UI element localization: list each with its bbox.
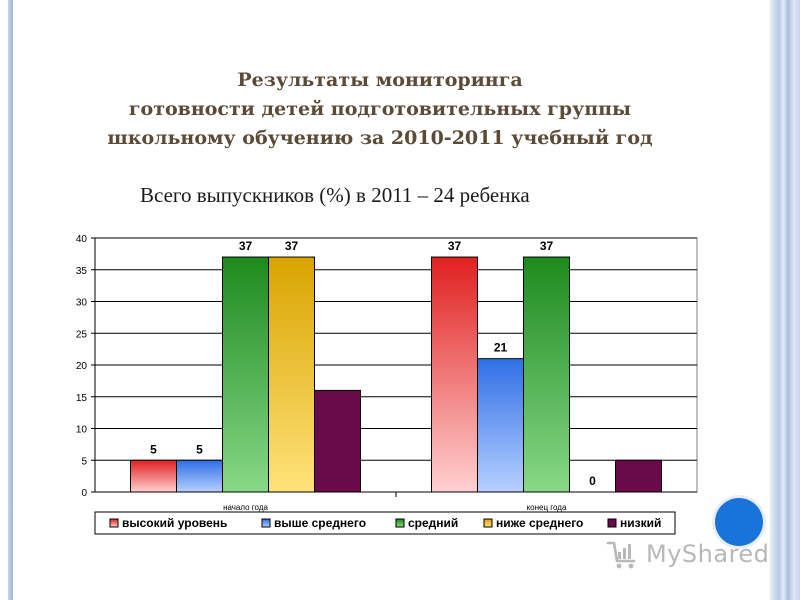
y-tick-label: 5: [81, 456, 87, 467]
legend-swatch: [395, 518, 405, 528]
bar: [176, 459, 223, 493]
chart-bars: [130, 256, 662, 493]
legend-entry: высокий уровень: [122, 516, 227, 530]
legend-swatch: [607, 518, 617, 528]
data-label: 37: [540, 239, 554, 253]
y-tick-label: 15: [76, 393, 88, 404]
logo-text: MyShared: [646, 540, 770, 568]
bar: [130, 459, 177, 493]
data-label: 0: [589, 474, 596, 488]
slide-title-line: готовности детей подготовительных группы: [128, 98, 632, 120]
legend-swatch: [483, 518, 493, 528]
legend-swatch: [261, 518, 271, 528]
x-tick-label: начало года: [223, 503, 268, 512]
slide-title-line: Результаты мониторинга: [237, 69, 523, 91]
bar: [268, 256, 315, 493]
y-tick-label: 25: [76, 329, 88, 340]
slide-title-line: школьному обучению за 2010-2011 учебный …: [107, 127, 653, 149]
slide-frame-right: [770, 0, 800, 600]
chart-data-labels: 5 5 37 37 37 21 37 0: [150, 239, 596, 488]
slide-frame-left: [8, 0, 13, 600]
bar: [314, 389, 361, 493]
chart-grid: [94, 237, 698, 493]
x-tick-label: конец года: [527, 503, 567, 512]
data-label: 37: [239, 239, 253, 253]
chart-axes: 0 5 10 15 20 25 30 35 40 начало года конец года: [76, 234, 697, 512]
data-label: 37: [448, 239, 462, 253]
bar: [431, 256, 478, 493]
data-label: 37: [285, 239, 299, 253]
slide-subtitle: Всего выпускников (%) в 2011 – 24 ребенк…: [140, 183, 530, 207]
bar: [477, 358, 524, 493]
bar: [615, 459, 662, 493]
y-tick-label: 10: [76, 425, 88, 436]
bar: [222, 256, 269, 493]
legend-entry: средний: [408, 516, 458, 530]
data-label: 5: [196, 442, 203, 456]
legend-swatch: [109, 518, 119, 528]
y-tick-label: 40: [76, 234, 88, 245]
bar: [523, 256, 570, 493]
decorative-blue-circle: [715, 498, 763, 546]
y-tick-label: 30: [76, 298, 88, 309]
slide-title: Результаты мониторинга готовности детей …: [60, 66, 700, 153]
myshared-logo: MyShared: [606, 536, 769, 572]
data-label: 5: [150, 442, 157, 456]
chart-legend: высокий уровень выше среднего средний ниже …: [94, 511, 676, 535]
legend-box: [94, 511, 676, 535]
legend-entry: ниже среднего: [496, 516, 583, 530]
cart-chart-icon: [606, 541, 636, 569]
data-label: 21: [494, 341, 508, 355]
y-tick-label: 35: [76, 266, 88, 277]
legend-entry: выше среднего: [274, 516, 366, 530]
y-tick-label: 20: [76, 361, 88, 372]
y-tick-label: 0: [81, 488, 87, 499]
legend-entry: низкий: [620, 516, 661, 530]
